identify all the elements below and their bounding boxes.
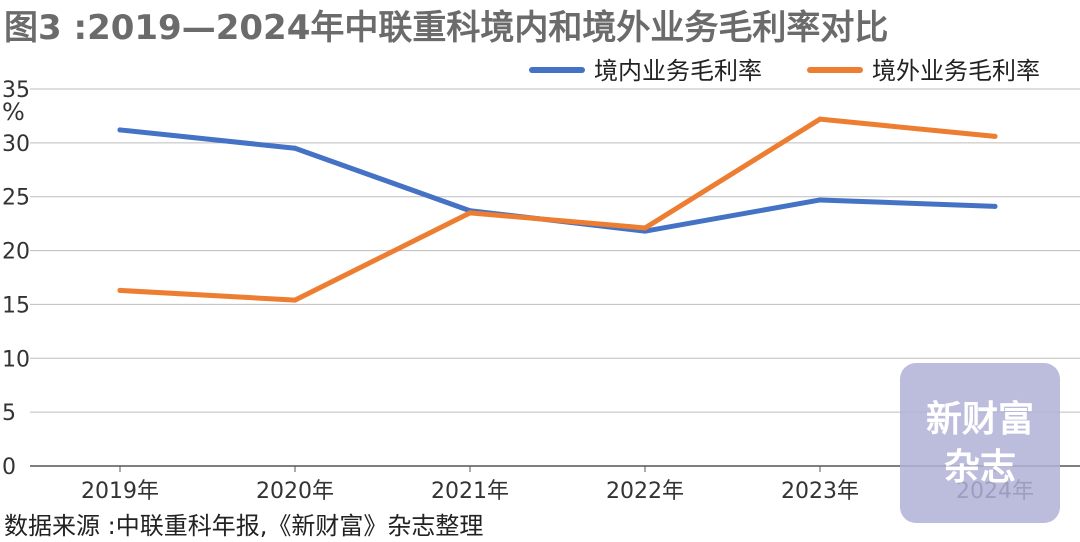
grid-lines xyxy=(30,88,1080,467)
y-tick-label: 30 xyxy=(2,132,30,157)
legend: 境内业务毛利率 境外业务毛利率 xyxy=(529,57,1040,85)
legend-label-2: 境外业务毛利率 xyxy=(872,57,1040,85)
source-note: 数据来源 :中联重科年报,《新财富》杂志整理 xyxy=(4,512,484,540)
data-point xyxy=(117,127,123,133)
y-tick-label: 15 xyxy=(2,293,30,318)
y-tick-label: 25 xyxy=(2,186,30,211)
y-axis-ticks: 0 5 10 15 20 25 30 35 xyxy=(2,78,30,480)
data-point xyxy=(817,197,823,203)
y-tick-label: 20 xyxy=(2,240,30,265)
watermark-line-1: 新财富 xyxy=(925,398,1034,440)
x-tick-label: 2019年 xyxy=(81,479,159,504)
y-tick-label: 10 xyxy=(2,347,30,372)
x-axis-ticks: 2019年2020年2021年2022年2023年2024年 xyxy=(81,466,1034,504)
series-lines xyxy=(117,116,998,303)
watermark-logo: 新财富 杂志 xyxy=(900,363,1060,523)
series-line-2 xyxy=(117,116,998,303)
data-point xyxy=(117,287,123,293)
y-tick-label: 35 xyxy=(2,78,30,103)
y-axis-unit: % xyxy=(2,98,25,126)
data-point xyxy=(292,297,298,303)
data-point xyxy=(992,133,998,139)
data-point xyxy=(467,210,473,216)
series-line-1 xyxy=(117,127,998,234)
data-point xyxy=(817,116,823,122)
x-tick-label: 2022年 xyxy=(606,479,684,504)
watermark-line-2: 杂志 xyxy=(943,446,1016,488)
x-tick-label: 2021年 xyxy=(431,479,509,504)
data-point xyxy=(992,203,998,209)
y-tick-label: 0 xyxy=(2,455,16,480)
y-tick-label: 5 xyxy=(2,401,16,426)
chart-title: 图3 :2019—2024年中联重科境内和境外业务毛利率对比 xyxy=(4,8,889,48)
legend-label-1: 境内业务毛利率 xyxy=(594,57,762,85)
data-point xyxy=(642,225,648,231)
x-tick-label: 2023年 xyxy=(781,479,859,504)
data-point xyxy=(292,145,298,151)
x-tick-label: 2020年 xyxy=(256,479,334,504)
